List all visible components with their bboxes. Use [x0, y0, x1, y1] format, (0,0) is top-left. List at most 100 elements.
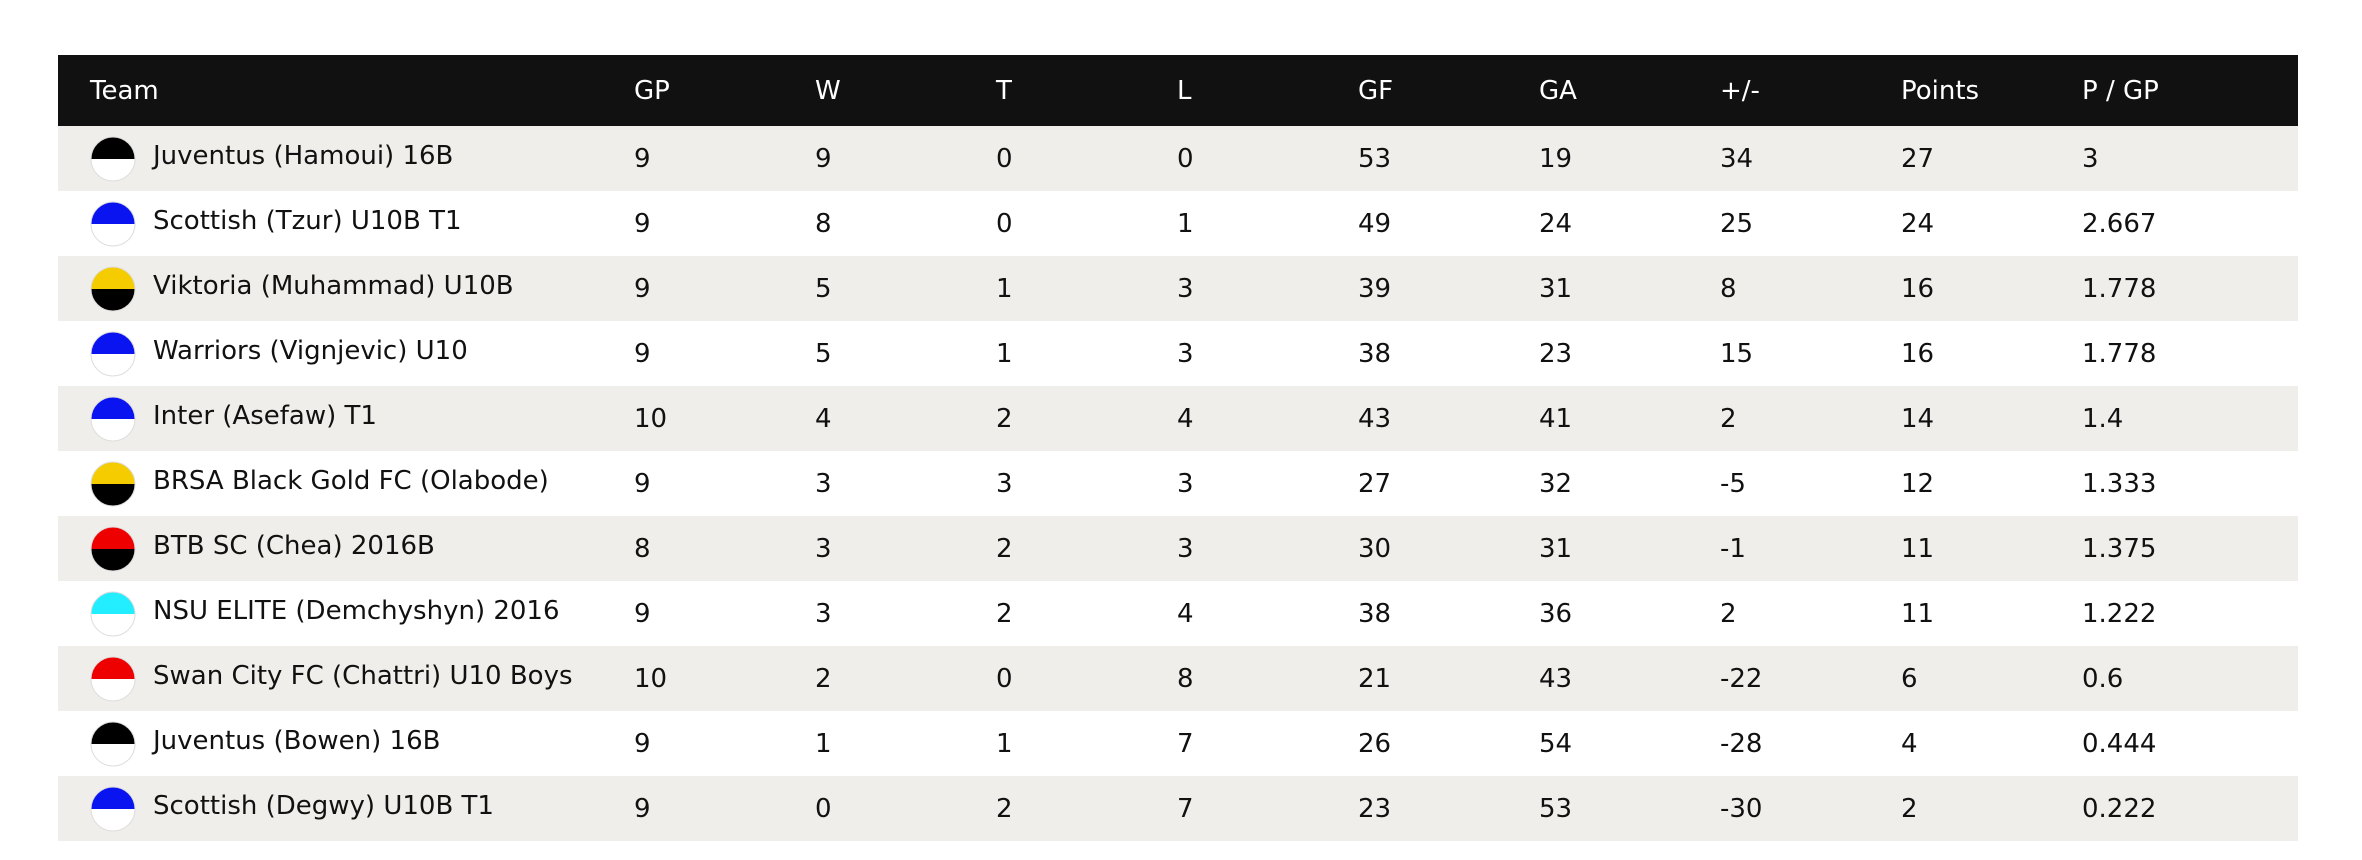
- team: Inter (Asefaw) T1: [90, 396, 634, 442]
- stat-cell: 53: [1539, 793, 1573, 824]
- team-cell: Viktoria (Muhammad) U10B: [58, 256, 634, 321]
- stat-cell: 1.333: [2082, 468, 2157, 499]
- team: Warriors (Vignjevic) U10: [90, 331, 634, 377]
- team: Viktoria (Muhammad) U10B: [90, 266, 634, 312]
- icon-ring: [90, 396, 136, 441]
- stat-cell: 8: [1720, 273, 1737, 304]
- icon-bottom: [91, 548, 135, 571]
- stat-cell: 1.4: [2082, 403, 2124, 434]
- stat-cell: 16: [1901, 338, 1935, 369]
- column-header: GP: [634, 75, 670, 106]
- stat-cell: 38: [1358, 338, 1392, 369]
- stat-cell: 27: [1358, 468, 1392, 499]
- team: Juventus (Hamoui) 16B: [90, 136, 634, 182]
- team-icon: [90, 591, 136, 636]
- stat-cell: 31: [1539, 533, 1573, 564]
- column-header: +/-: [1720, 75, 1760, 106]
- team-row: Scottish (Degwy) U10B T1 9 0 2 7 23 53 -30 2 0.22…: [58, 776, 2298, 841]
- team: BRSA Black Gold FC (Olabode): [90, 461, 634, 507]
- team-row: Swan City FC (Chattri) U10 Boys 10 2 0 8 21 43…: [58, 646, 2298, 711]
- header-row: Team GP W T L GF GA +/- Points P / GP: [58, 55, 2298, 126]
- icon-bottom: [91, 483, 135, 506]
- column-header: Team: [90, 75, 159, 106]
- icon-ring: [90, 656, 136, 701]
- team-name: Inter (Asefaw) T1: [153, 400, 377, 431]
- column-header: GA: [1539, 75, 1577, 106]
- icon-top: [91, 331, 135, 354]
- stat-cell: 9: [634, 273, 651, 304]
- stat-cell: 53: [1358, 143, 1392, 174]
- stat-cell: 1.778: [2082, 338, 2157, 369]
- team-icon: [90, 396, 136, 441]
- stat-cell: 3: [815, 468, 832, 499]
- team-row: NSU ELITE (Demchyshyn) 2016 9 3 2 4 38 36 2 11 1.…: [58, 581, 2298, 646]
- stat-cell: 4: [1177, 598, 1194, 629]
- team-cell: Scottish (Degwy) U10B T1: [58, 776, 634, 841]
- stat-cell: 9: [634, 468, 651, 499]
- stat-cell: 3: [1177, 273, 1194, 304]
- stat-cell: 3: [815, 598, 832, 629]
- icon-top: [91, 786, 135, 809]
- icon-top: [91, 526, 135, 549]
- column-header: L: [1177, 75, 1192, 106]
- stat-cell: 1: [996, 728, 1013, 759]
- icon-ring: [90, 266, 136, 311]
- stat-cell: 15: [1720, 338, 1754, 369]
- stat-cell: 26: [1358, 728, 1392, 759]
- icon-top: [91, 591, 135, 614]
- icon-ring: [90, 201, 136, 246]
- team-icon: [90, 786, 136, 831]
- icon-ring: [90, 331, 136, 376]
- team-icon: [90, 331, 136, 376]
- standings: Team GP W T L GF GA +/- Points P / GP Juventus (H…: [58, 55, 2298, 841]
- icon-bottom: [91, 808, 135, 831]
- column-header: P / GP: [2082, 75, 2159, 106]
- team: Swan City FC (Chattri) U10 Boys: [90, 656, 634, 702]
- icon-bottom: [91, 743, 135, 766]
- stat-cell: 4: [1177, 403, 1194, 434]
- team-name: Swan City FC (Chattri) U10 Boys: [153, 660, 573, 691]
- column-header: T: [996, 75, 1012, 106]
- stat-cell: 1: [1177, 208, 1194, 239]
- stat-cell: -1: [1720, 533, 1746, 564]
- team-icon: [90, 266, 136, 311]
- stat-cell: 0: [1177, 143, 1194, 174]
- stat-cell: 3: [1177, 468, 1194, 499]
- stat-cell: 2: [996, 403, 1013, 434]
- stat-cell: 30: [1358, 533, 1392, 564]
- stat-cell: 3: [996, 468, 1013, 499]
- team-cell: Juventus (Hamoui) 16B: [58, 126, 634, 191]
- icon-bottom: [91, 158, 135, 181]
- stat-cell: 2.667: [2082, 208, 2157, 239]
- icon-bottom: [91, 678, 135, 701]
- icon-top: [91, 201, 135, 224]
- stat-cell: 9: [634, 793, 651, 824]
- stat-cell: 2: [1901, 793, 1918, 824]
- team-row: Juventus (Hamoui) 16B 9 9 0 0 53 19 34 27 3: [58, 126, 2298, 191]
- team-name: Juventus (Bowen) 16B: [153, 725, 441, 756]
- stat-cell: 49: [1358, 208, 1392, 239]
- column-header: W: [815, 75, 841, 106]
- stat-cell: 6: [1901, 663, 1918, 694]
- team-name: Scottish (Degwy) U10B T1: [153, 790, 494, 821]
- icon-bottom: [91, 223, 135, 246]
- team-row: BTB SC (Chea) 2016B 8 3 2 3 30 31 -1 11 1.375: [58, 516, 2298, 581]
- stat-cell: 0: [996, 143, 1013, 174]
- stat-cell: 11: [1901, 533, 1935, 564]
- stat-cell: 9: [634, 143, 651, 174]
- stat-cell: 23: [1539, 338, 1573, 369]
- icon-bottom: [91, 288, 135, 311]
- team-row: BRSA Black Gold FC (Olabode) 9 3 3 3 27 32 -5 12…: [58, 451, 2298, 516]
- column-header: GF: [1358, 75, 1394, 106]
- team-cell: Swan City FC (Chattri) U10 Boys: [58, 646, 634, 711]
- stat-cell: 0.6: [2082, 663, 2124, 694]
- stat-cell: 9: [815, 143, 832, 174]
- team-name: Scottish (Tzur) U10B T1: [153, 205, 462, 236]
- team: BTB SC (Chea) 2016B: [90, 526, 634, 572]
- stat-cell: 27: [1901, 143, 1935, 174]
- stat-cell: 23: [1358, 793, 1392, 824]
- stat-cell: 0.444: [2082, 728, 2157, 759]
- stat-cell: 14: [1901, 403, 1935, 434]
- team: Scottish (Degwy) U10B T1: [90, 786, 634, 832]
